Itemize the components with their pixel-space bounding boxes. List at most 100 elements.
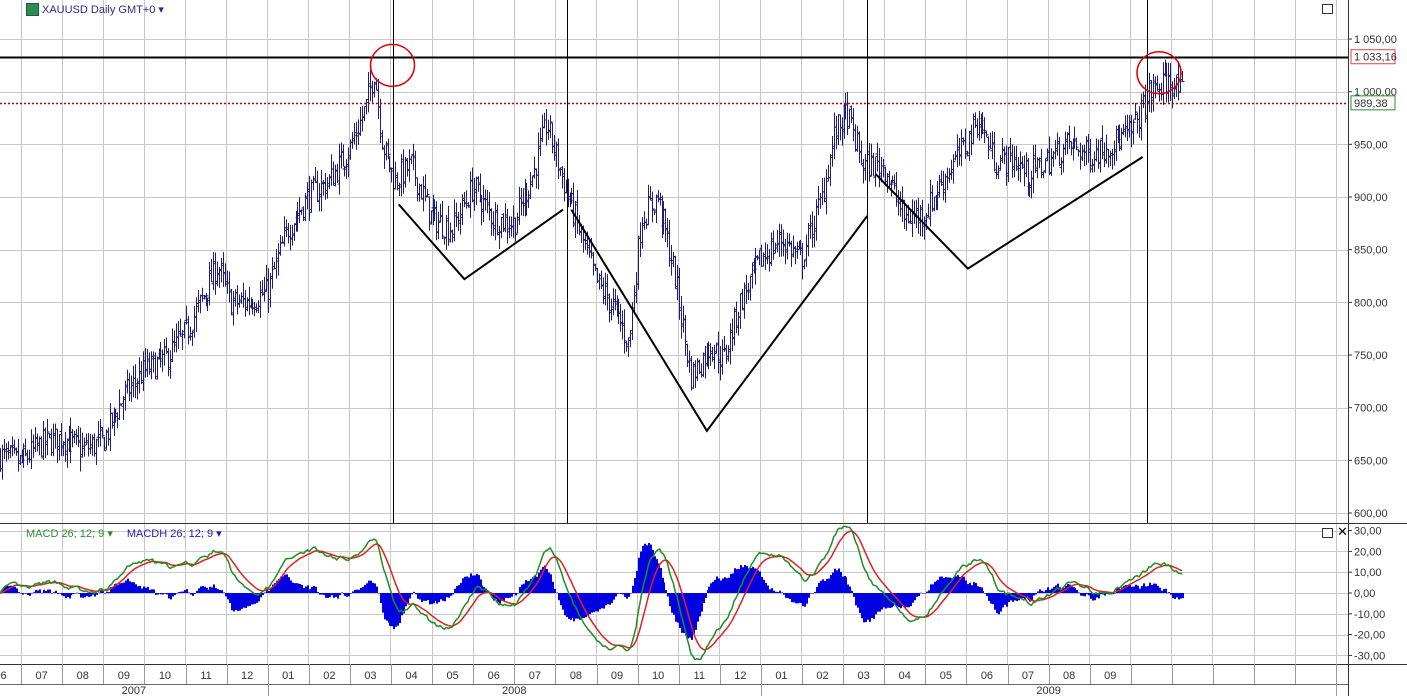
macd-histogram-bar — [573, 593, 575, 622]
macd-histogram-bar — [769, 589, 771, 593]
macd-histogram-bar — [434, 593, 436, 601]
macd-histogram-bar — [1004, 593, 1006, 605]
macd-histogram-bar — [358, 589, 360, 593]
macd-histogram-bar — [341, 592, 343, 593]
macd-histogram-bar — [192, 593, 194, 596]
macd-histogram-bar — [141, 588, 143, 593]
macd-histogram-bar — [945, 576, 947, 593]
macd-histogram-bar — [618, 593, 620, 594]
month-label: 07 — [36, 670, 48, 682]
macd-histogram-bar — [924, 593, 926, 594]
macd-histogram-bar — [904, 593, 906, 609]
y-tick-label: 800,00 — [1354, 297, 1388, 309]
chart-type-icon — [26, 3, 39, 16]
macd-histogram-bar — [331, 593, 333, 596]
macd-histogram-bar — [638, 557, 640, 593]
macd-histogram-bar — [460, 582, 462, 593]
macd-histogram-bar — [20, 593, 22, 594]
macd-histogram-bar — [1143, 583, 1145, 593]
macd-histogram-bar — [1123, 585, 1125, 593]
macd-label: MACD 26; 12; 9 — [26, 528, 105, 540]
macd-histogram-bar — [1080, 593, 1082, 596]
macd-histogram-bar — [689, 593, 691, 638]
macd-histogram-bar — [31, 592, 33, 594]
macd-histogram-bar — [70, 593, 72, 596]
macd-histogram-bar — [409, 593, 411, 599]
macd-histogram-bar — [568, 593, 570, 619]
macd-histogram-bar — [503, 593, 505, 601]
macd-histogram-bar — [601, 593, 603, 609]
macd-histogram-bar — [761, 576, 763, 593]
macd-histogram-bar — [61, 593, 63, 596]
macdh-legend[interactable]: MACDH 26; 12; 9 ▾ — [127, 527, 222, 540]
macd-histogram-bar — [172, 593, 174, 597]
symbol-title[interactable]: XAUUSD Daily GMT+0 ▾ — [26, 3, 164, 16]
macd-histogram-bar — [1049, 589, 1051, 593]
macd-histogram-bar — [403, 593, 405, 614]
macd-histogram-bar — [327, 593, 329, 598]
macd-histogram-bar — [442, 593, 444, 601]
macd-histogram-bar — [783, 593, 785, 595]
macd-histogram-bar — [765, 582, 767, 593]
macd-histogram-bar — [804, 593, 806, 607]
month-label: 06 — [981, 670, 993, 682]
maximize-price-pane-button[interactable] — [1322, 4, 1333, 14]
macd-histogram-bar — [1119, 589, 1121, 593]
macd-histogram-bar — [270, 587, 272, 593]
macd-histogram-bar — [145, 587, 147, 593]
macd-histogram-bar — [384, 593, 386, 620]
macd-histogram-bar — [814, 591, 816, 593]
price-tag-label: 989,38 — [1354, 98, 1388, 110]
macd-histogram-bar — [245, 593, 247, 609]
macd-histogram-bar — [812, 593, 814, 594]
macd-histogram-bar — [129, 581, 131, 593]
macd-histogram-bar — [800, 593, 802, 604]
month-label: 08 — [570, 670, 582, 682]
macd-histogram-bar — [1086, 593, 1088, 595]
macd-histogram-bar — [998, 593, 1000, 615]
macd-histogram-bar — [824, 580, 826, 593]
macd-histogram-bar — [100, 590, 102, 593]
macd-histogram-bar — [822, 579, 824, 593]
macd-histogram-bar — [628, 593, 630, 597]
macd-histogram-bar — [1114, 593, 1116, 594]
month-label: 07 — [529, 670, 541, 682]
macd-histogram-bar — [540, 569, 542, 593]
macd-histogram-bar — [207, 589, 209, 593]
macd-legend[interactable]: MACD 26; 12; 9 ▾ — [26, 527, 113, 540]
macd-histogram-bar — [867, 593, 869, 620]
macd-histogram-bar — [1074, 587, 1076, 593]
macd-pane — [0, 525, 1184, 661]
macd-histogram-bar — [491, 593, 493, 598]
macd-histogram-bar — [752, 566, 754, 593]
macd-histogram-bar — [526, 581, 528, 593]
macd-histogram-bar — [965, 580, 967, 593]
month-label: 11 — [694, 670, 705, 682]
macd-histogram-bar — [681, 593, 683, 633]
macd-histogram-bar — [8, 586, 10, 593]
close-icon[interactable]: ✕ — [1337, 525, 1348, 540]
macd-histogram-bar — [693, 593, 695, 634]
macd-histogram-bar — [22, 593, 24, 595]
macd-y-tick-label: -20,00 — [1354, 630, 1385, 642]
macd-histogram-bar — [170, 593, 172, 600]
month-label: 10 — [159, 670, 171, 682]
macd-histogram-bar — [934, 581, 936, 593]
annotations — [0, 0, 1348, 523]
macd-histogram-bar — [421, 593, 423, 603]
macd-histogram-bar — [613, 593, 615, 600]
maximize-macd-pane-button[interactable] — [1322, 528, 1333, 538]
chevron-down-icon: ▾ — [158, 4, 164, 16]
macd-histogram-bar — [673, 593, 675, 615]
macd-histogram-bar — [928, 590, 930, 593]
macd-histogram-bar — [1076, 589, 1078, 593]
month-label: 09 — [1104, 670, 1116, 682]
macd-histogram-bar — [984, 593, 986, 594]
macd-histogram-bar — [33, 592, 35, 593]
macd-histogram-bar — [873, 593, 875, 619]
macd-histogram-bar — [311, 586, 313, 593]
macd-histogram-bar — [239, 593, 241, 611]
macd-histogram-bar — [67, 593, 69, 598]
macd-histogram-bar — [624, 593, 626, 597]
